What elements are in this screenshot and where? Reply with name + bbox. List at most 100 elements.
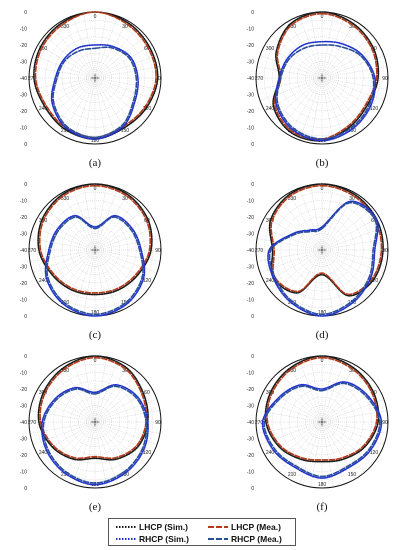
radial-tick-label: 0 [24,314,27,320]
radial-tick-label: 0 [251,354,254,360]
polar-spoke [279,199,323,251]
angle-tick-label: 270 [255,420,264,426]
polar-spoke [321,379,373,423]
polar-spoke [94,379,146,423]
radial-tick-label: 0 [24,486,27,492]
polar-panel: 030609012015018021024027030033000-10-10-… [20,10,162,169]
polar-spoke [94,249,158,273]
polar-spoke [72,77,96,141]
panel-label: (a) [89,157,102,169]
polar-spoke [299,15,323,79]
series-trace-lhcp-mea [39,356,148,460]
polar-spoke [61,421,96,480]
polar-spoke [44,207,96,251]
angle-tick-label: 30 [122,24,128,30]
radial-tick-label: -30 [247,60,254,66]
angle-tick-label: 270 [255,248,264,254]
polar-spoke [37,44,96,79]
radial-tick-label: -10 [20,298,27,304]
polar-grid-ring [272,372,372,472]
polar-spoke [321,238,388,251]
radial-tick-label: -40 [20,76,27,82]
polar-spoke [29,238,96,251]
polar-spoke [61,192,96,251]
polar-spoke [94,77,118,141]
polar-spoke [271,207,323,251]
polar-spoke [83,184,96,251]
polar-grid-ring [280,208,364,292]
angle-tick-label: 0 [321,186,324,192]
angle-tick-label: 30 [122,196,128,202]
angle-tick-label: 150 [348,128,357,134]
polar-spoke [29,77,96,90]
panel-label: (e) [89,501,102,513]
polar-spoke [94,207,146,251]
polar-spoke [94,184,107,251]
polar-spoke [83,421,96,488]
polar-spoke [321,421,345,485]
angle-tick-label: 0 [321,14,324,20]
angle-tick-label: 30 [349,368,355,374]
series-trace-rhcp-sim [267,200,379,317]
polar-spoke [83,356,96,423]
series-trace-lhcp-sim [272,11,380,142]
polar-spoke [94,421,118,485]
radial-tick-label: -40 [247,76,254,82]
polar-spoke [288,20,323,79]
polar-spoke [299,77,323,141]
polar-spoke [321,27,365,79]
polar-spoke [29,66,96,79]
legend: LHCP (Sim.) LHCP (Mea.) RHCP (Sim.) RHCP… [108,518,296,546]
polar-spoke [61,20,96,79]
polar-spoke [94,371,138,423]
radial-tick-label: -40 [20,248,27,254]
angle-tick-label: 120 [143,278,152,284]
radial-tick-label: -20 [20,453,27,459]
polar-spoke [52,421,96,473]
polar-spoke [321,371,365,423]
polar-spoke [94,410,161,423]
angle-tick-label: 30 [349,196,355,202]
polar-grid-ring [53,380,137,464]
polar-spoke [94,77,161,90]
polar-spoke [288,192,323,251]
polar-spoke [94,27,138,79]
angle-tick-label: 210 [61,472,70,478]
angle-tick-label: 270 [255,76,264,82]
polar-spoke [94,44,153,79]
legend-label: RHCP (Sim.) [139,534,189,544]
polar-spoke [32,55,96,79]
polar-spoke [279,371,323,423]
series-trace-rhcp-sim [44,214,146,317]
polar-grid-ring [45,372,145,472]
angle-tick-label: 90 [382,420,388,426]
polar-spoke [321,216,380,251]
angle-tick-label: 240 [39,450,48,456]
legend-item-lhcp-sim: LHCP (Sim.) [115,521,188,533]
legend-item-rhcp-sim: RHCP (Sim.) [115,533,189,545]
polar-spoke [279,421,323,473]
angle-tick-label: 240 [39,106,48,112]
polar-spoke [29,249,96,262]
polar-spoke [321,388,380,423]
polar-spoke [32,399,96,423]
radial-tick-label: -30 [20,232,27,238]
polar-spoke [94,77,107,144]
polar-spoke [288,364,323,423]
polar-spoke [256,249,323,262]
polar-spoke [94,359,118,423]
radial-tick-label: 0 [24,142,27,148]
polar-spoke [44,77,96,121]
angle-tick-label: 0 [321,358,324,364]
polar-spoke [279,27,323,79]
radial-tick-label: -40 [247,420,254,426]
angle-tick-label: 120 [143,106,152,112]
polar-spoke [44,421,96,465]
polar-spoke [94,77,153,112]
polar-spoke [256,66,323,79]
polar-panel: 030609012015018021024027030033000-10-10-… [20,182,162,341]
series-trace-lhcp-mea [38,184,152,294]
angle-tick-label: 150 [121,128,130,134]
polar-spoke [259,55,323,79]
